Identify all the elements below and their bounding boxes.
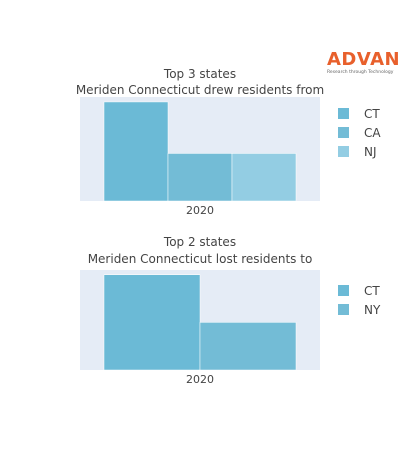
legend-item-ct[interactable]: CT (338, 107, 380, 121)
x-tick-label: 2020 (186, 373, 214, 386)
legend-item-ny[interactable]: NY (338, 303, 381, 317)
legend: CT NY (338, 284, 381, 317)
legend-swatch (338, 146, 349, 157)
chart-title: Top 3 states (163, 67, 236, 81)
legend-item-ct[interactable]: CT (338, 284, 380, 298)
bar-ny[interactable] (199, 322, 297, 371)
logo-tagline: Research through Technology (327, 70, 394, 75)
legend-label: CA (364, 126, 381, 140)
bar-ca[interactable] (167, 153, 233, 202)
legend-label: CT (364, 107, 380, 121)
x-tick-label: 2020 (186, 204, 214, 217)
legend-swatch (338, 304, 349, 315)
chart-title: Top 2 states (163, 235, 236, 249)
legend-label: NY (364, 303, 381, 317)
legend-swatch (338, 127, 349, 138)
logo-brand: ADVAN (327, 49, 400, 70)
legend-label: CT (364, 284, 380, 298)
bar-ct[interactable] (103, 101, 169, 202)
legend-item-nj[interactable]: NJ (338, 145, 377, 159)
chart-top-origin-states: Top 3 states Meriden Connecticut drew res… (76, 67, 382, 217)
advan-logo: ADVAN Research through Technology (327, 49, 400, 79)
chart-subtitle: Meriden Connecticut drew residents from (76, 83, 324, 97)
legend: CT CA NJ (338, 107, 381, 159)
legend-swatch (338, 285, 349, 296)
chart-subtitle: Meriden Connecticut lost residents to (88, 252, 313, 266)
bar-nj[interactable] (231, 153, 297, 202)
bar-ct[interactable] (103, 274, 201, 371)
legend-label: NJ (364, 145, 377, 159)
legend-swatch (338, 108, 349, 119)
legend-item-ca[interactable]: CA (338, 126, 381, 140)
chart-top-destination-states: Top 2 states Meriden Connecticut lost res… (80, 235, 381, 386)
